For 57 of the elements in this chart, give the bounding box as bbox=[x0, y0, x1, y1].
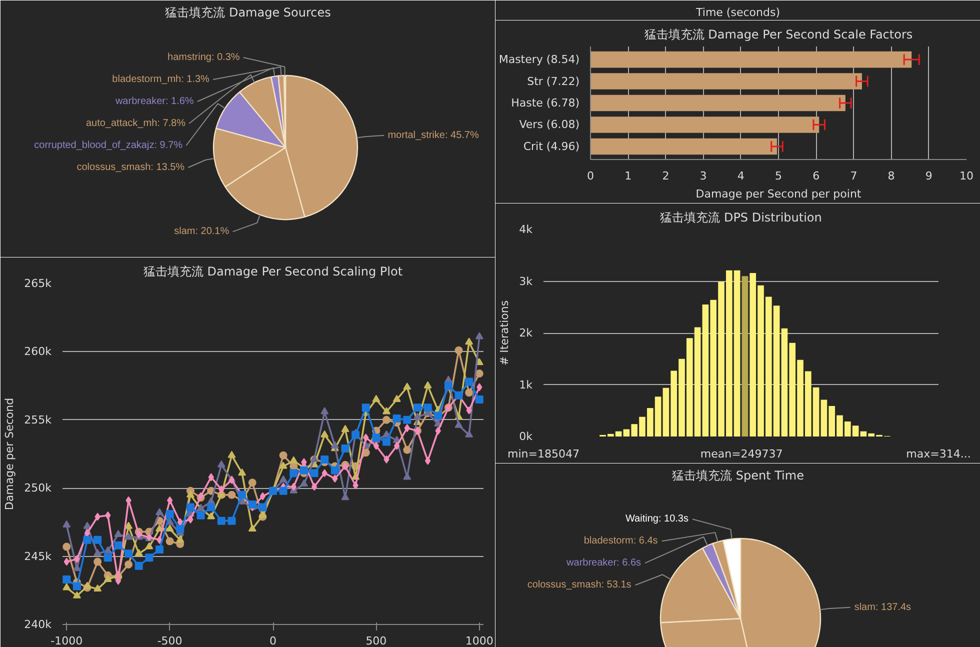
x-tick-label: 5 bbox=[775, 170, 782, 182]
x-tick-label: -500 bbox=[157, 634, 182, 647]
x-tick-label: 10 bbox=[960, 170, 974, 182]
x-tick-label: 3 bbox=[700, 170, 707, 182]
slice-label: warbreaker: 6.6s bbox=[566, 558, 642, 569]
y-tick-label: Mastery (8.54) bbox=[498, 53, 580, 66]
y-tick-label: 265k bbox=[24, 277, 52, 290]
slice-label: slam: 20.1% bbox=[174, 226, 230, 238]
chart-title: 猛击填充流 Damage Sources bbox=[165, 6, 331, 20]
chart-title: 猛击填充流 Spent Time bbox=[672, 468, 804, 482]
slice-label: Waiting: 10.3s bbox=[625, 514, 688, 525]
y-tick-label: 240k bbox=[24, 618, 52, 631]
x-tick-label: 9 bbox=[925, 170, 932, 182]
y-axis-title: Damage per Second bbox=[3, 398, 16, 510]
x-tick-label: mean=249737 bbox=[700, 448, 783, 460]
slice-label: bladestorm: 6.4s bbox=[584, 536, 658, 547]
x-tick-label: max=314... bbox=[906, 448, 971, 460]
y-axis-title: # Iterations bbox=[498, 300, 512, 366]
y-tick-label: 2k bbox=[519, 326, 534, 340]
y-tick-label: 260k bbox=[24, 345, 52, 358]
slice-label: warbreaker: 1.6% bbox=[114, 96, 194, 108]
y-tick-label: Str (7.22) bbox=[527, 74, 580, 88]
slice-label: colossus_smash: 53.1s bbox=[527, 580, 632, 591]
slice-label: bladestorm_mh: 1.3% bbox=[112, 74, 210, 86]
x-tick-label: 0 bbox=[587, 170, 594, 182]
chart-title: 猛击填充流 Damage Per Second Scale Factors bbox=[644, 28, 913, 42]
y-tick-label: Vers (6.08) bbox=[519, 118, 580, 132]
y-tick-label: 250k bbox=[24, 482, 52, 495]
chart-title: 猛击填充流 DPS Distribution bbox=[660, 210, 822, 224]
y-tick-label: 3k bbox=[519, 274, 534, 288]
x-axis-title: Damage per Second per point bbox=[696, 188, 862, 200]
x-tick-label: 6 bbox=[812, 170, 820, 182]
y-tick-label: 0k bbox=[519, 430, 534, 443]
x-tick-label: 2 bbox=[662, 170, 670, 182]
y-tick-label: 245k bbox=[24, 550, 52, 563]
x-tick-label: 1 bbox=[624, 170, 632, 182]
text: Time (seconds) bbox=[695, 6, 780, 19]
slice-label: colossus_smash: 13.5% bbox=[76, 162, 185, 174]
slice-label: hamstring: 0.3% bbox=[168, 52, 240, 64]
slice-label: mortal_strike: 45.7% bbox=[388, 130, 479, 141]
y-tick-label: Haste (6.78) bbox=[511, 96, 580, 110]
x-tick-label: -1000 bbox=[50, 634, 83, 647]
x-tick-label: 1000 bbox=[465, 634, 494, 647]
x-tick-label: min=185047 bbox=[508, 448, 580, 460]
x-tick-label: 7 bbox=[850, 170, 858, 182]
x-tick-label: 0 bbox=[270, 634, 276, 647]
y-tick-label: 4k bbox=[519, 223, 534, 236]
chart-title: 猛击填充流 Damage Per Second Scaling Plot bbox=[143, 264, 403, 278]
y-tick-label: 1k bbox=[519, 378, 534, 392]
slice-label: slam: 137.4s bbox=[854, 602, 912, 613]
x-tick-label: 4 bbox=[737, 170, 744, 182]
y-tick-label: Crit (4.96) bbox=[523, 140, 580, 153]
x-tick-label: 500 bbox=[366, 634, 387, 647]
x-tick-label: 8 bbox=[888, 170, 895, 182]
slice-label: auto_attack_mh: 7.8% bbox=[86, 118, 186, 130]
y-tick-label: 255k bbox=[24, 413, 52, 426]
slice-label: corrupted_blood_of_zakajz: 9.7% bbox=[34, 140, 183, 152]
